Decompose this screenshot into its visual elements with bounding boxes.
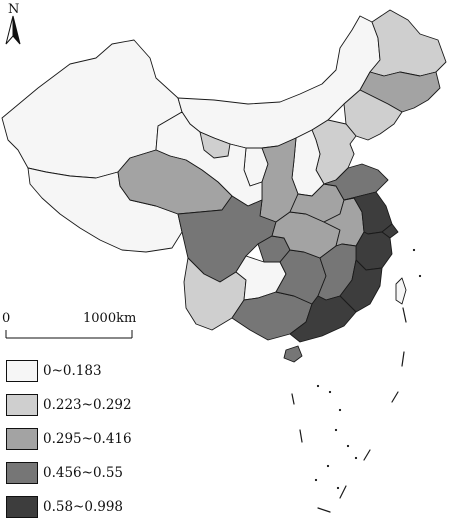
legend-label: 0~0.183: [43, 363, 102, 379]
region-hainan: [283, 345, 303, 363]
legend-label: 0.223~0.292: [43, 397, 132, 413]
legend-swatch: [6, 394, 38, 416]
legend-swatch: [6, 428, 38, 450]
legend-label: 0.456~0.55: [43, 465, 124, 481]
legend: 0~0.183 0.223~0.292 0.295~0.416 0.456~0.…: [6, 354, 196, 524]
legend-item: 0.223~0.292: [6, 388, 196, 422]
region-shandong: [323, 163, 389, 201]
legend-swatch: [6, 360, 38, 382]
region-guangdong: [289, 295, 357, 343]
scale-end-label: 1000km: [83, 311, 137, 326]
legend-swatch: [6, 462, 38, 484]
south-china-sea-islands: [314, 248, 422, 490]
south-china-sea-dash-line: [291, 307, 407, 513]
legend-label: 0.295~0.416: [43, 431, 132, 447]
legend-item: 0.58~0.998: [6, 490, 196, 524]
scale-bar: [5, 330, 133, 339]
north-label: N: [8, 2, 20, 17]
legend-item: 0.456~0.55: [6, 456, 196, 490]
region-zhejiang: [355, 231, 393, 271]
north-arrow-icon: [5, 15, 21, 45]
legend-swatch: [6, 496, 38, 518]
legend-label: 0.58~0.998: [43, 499, 124, 515]
region-taiwan: [395, 277, 407, 305]
legend-item: 0~0.183: [6, 354, 196, 388]
region-heilongjiang: [369, 9, 447, 77]
legend-item: 0.295~0.416: [6, 422, 196, 456]
region-qinghai-east: [199, 131, 231, 159]
scale-start-label: 0: [2, 311, 11, 326]
